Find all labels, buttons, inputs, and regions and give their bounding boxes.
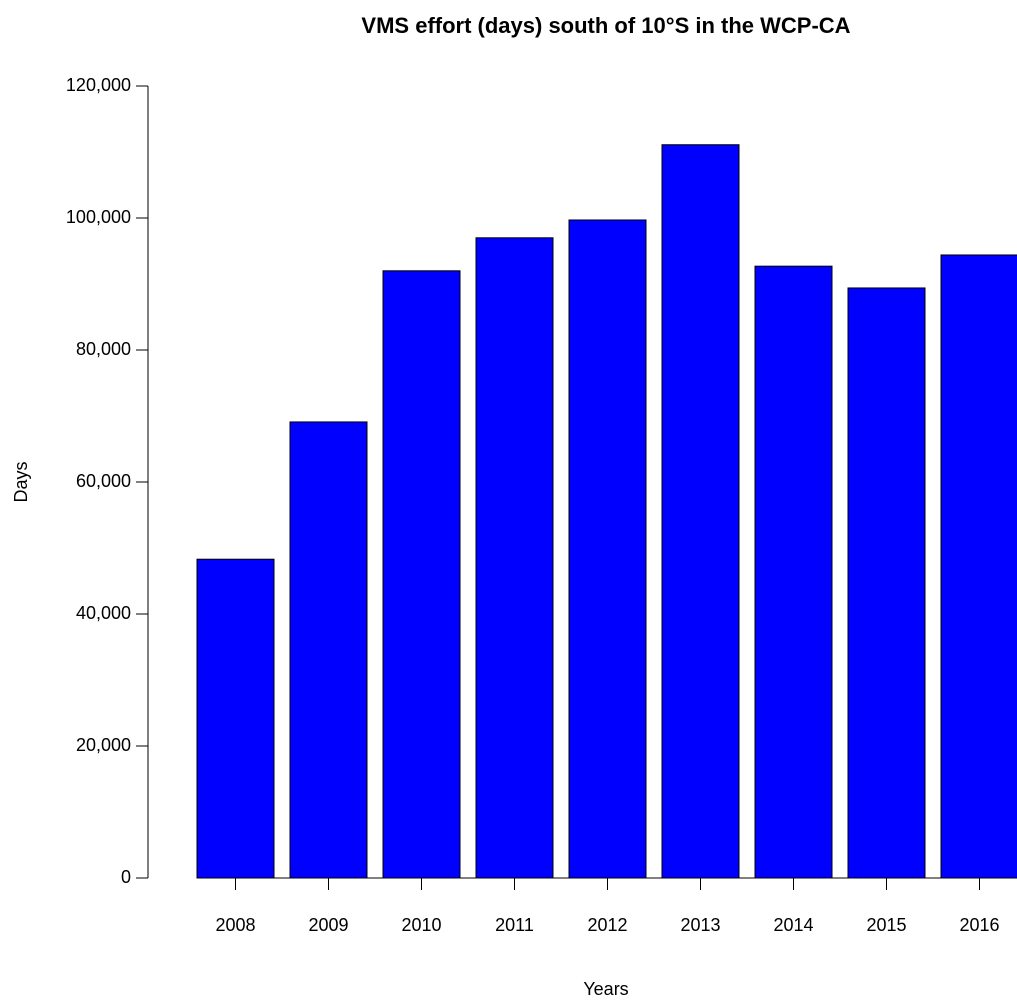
x-tick-label: 2010	[401, 915, 441, 935]
x-axis-title: Years	[583, 979, 628, 999]
bar	[475, 237, 554, 879]
x-tick-label: 2008	[215, 915, 255, 935]
x-tick-label: 2013	[680, 915, 720, 935]
y-tick-label: 40,000	[76, 603, 131, 623]
y-axis-title: Days	[11, 461, 31, 502]
bar	[382, 270, 461, 879]
x-tick-label: 2016	[959, 915, 999, 935]
y-tick-label: 120,000	[66, 75, 131, 95]
bar	[289, 421, 368, 879]
y-tick-label: 100,000	[66, 207, 131, 227]
y-tick-label: 0	[121, 867, 131, 887]
y-tick-label: 80,000	[76, 339, 131, 359]
x-tick-label: 2009	[308, 915, 348, 935]
x-tick-label: 2015	[866, 915, 906, 935]
bar	[661, 144, 740, 879]
x-tick-label: 2014	[773, 915, 813, 935]
bar	[754, 265, 833, 879]
bar	[940, 254, 1017, 879]
y-tick-label: 20,000	[76, 735, 131, 755]
bar	[847, 287, 926, 879]
x-tick-label: 2012	[587, 915, 627, 935]
bar	[568, 219, 647, 879]
x-tick-label: 2011	[495, 915, 534, 935]
y-tick-label: 60,000	[76, 471, 131, 491]
chart-title: VMS effort (days) south of 10°S in the W…	[361, 13, 850, 38]
bar	[196, 558, 275, 879]
